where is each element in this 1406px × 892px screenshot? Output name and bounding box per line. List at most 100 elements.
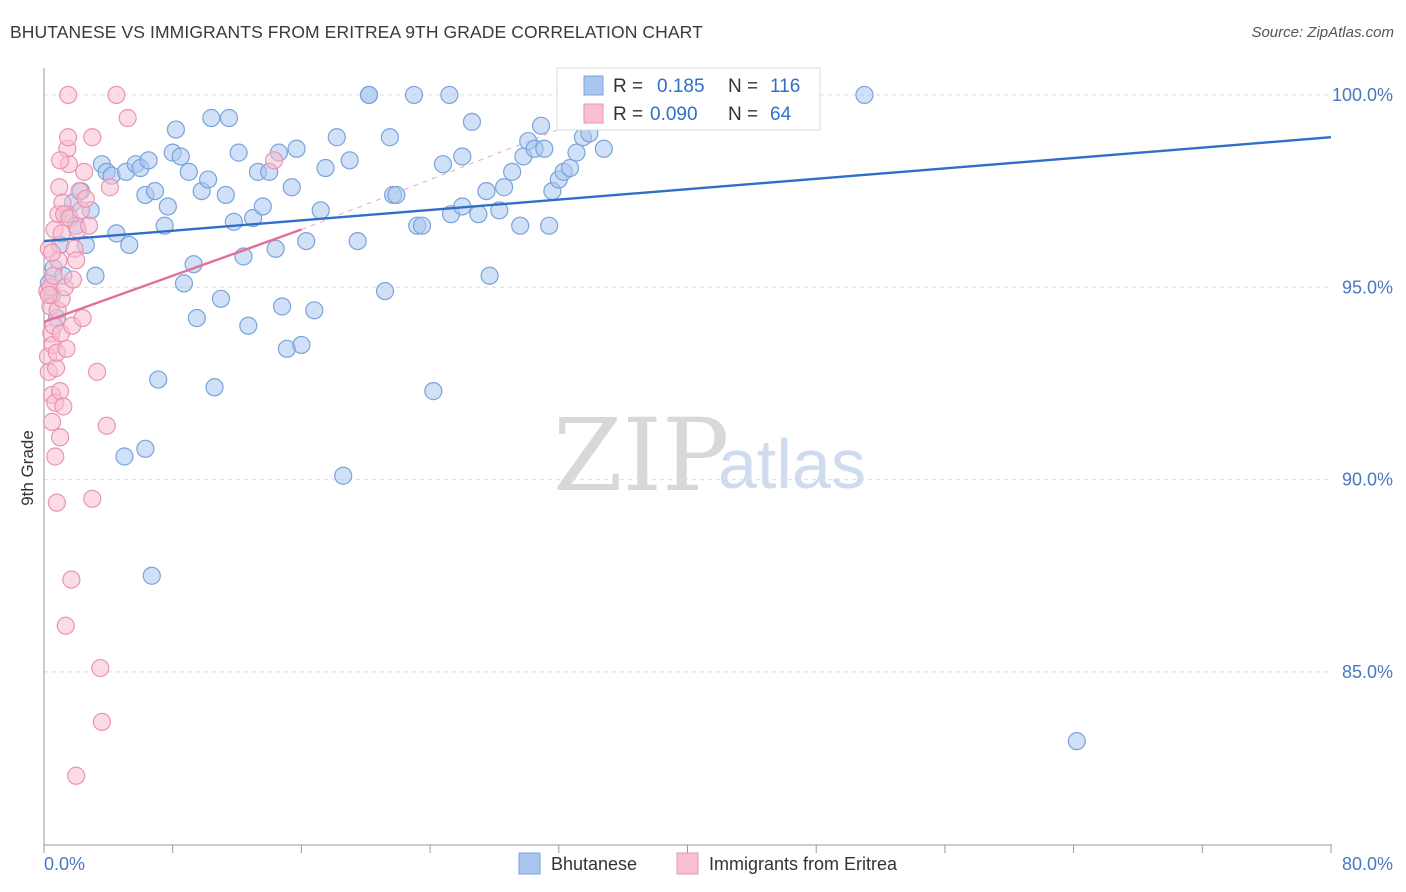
trend-line-eritrea [43,228,302,324]
x-tick-label-max: 80.0% [1342,854,1393,874]
legend-n-value-2: 64 [770,104,792,125]
point-bhutanese [440,85,459,105]
point-eritrea [83,128,102,147]
point-eritrea [59,128,78,147]
point-bhutanese [224,212,243,231]
point-eritrea [118,108,137,128]
point-bhutanese [142,566,161,585]
point-bhutanese [219,108,239,128]
point-bhutanese [179,162,198,181]
point-bhutanese [120,235,139,255]
point-bhutanese [253,197,272,216]
legend-r-value-1: 0.185 [657,76,705,97]
point-bhutanese [139,151,158,170]
point-bhutanese [567,143,586,162]
point-bhutanese [469,205,488,224]
point-eritrea [50,178,69,197]
y-tick-label: 95.0% [1342,277,1393,297]
point-eritrea [97,416,116,435]
point-bhutanese [174,274,194,293]
point-eritrea [50,428,70,447]
chart-title: BHUTANESE VS IMMIGRANTS FROM ERITREA 9TH… [10,22,703,42]
x-tick-labels: 0.0% 80.0% [43,845,1393,874]
point-bhutanese [359,85,379,105]
point-bhutanese [532,116,551,135]
point-bhutanese [287,139,306,158]
watermark-zip: ZIP [553,397,729,514]
bottom-legend-swatch-eritrea [676,852,699,875]
bottom-legend-label-bhutanese: Bhutanese [551,854,637,874]
point-eritrea [75,162,94,181]
point-bhutanese [594,139,613,158]
point-eritrea [56,616,75,635]
top-legend: R = 0.185 N = 116 R = 0.090 N = 64 [556,67,821,131]
bottom-legend-label-eritrea: Immigrants from Eritrea [709,854,898,874]
gridlines [44,94,1331,673]
point-eritrea [59,85,78,105]
point-bhutanese [205,378,224,397]
point-eritrea [107,85,126,105]
point-bhutanese [292,335,311,355]
point-bhutanese [560,158,580,178]
point-eritrea [62,570,81,589]
point-bhutanese [202,108,221,128]
point-bhutanese [855,85,874,105]
point-eritrea [50,382,70,401]
legend-r-label-2: R = [613,104,643,125]
point-eritrea [91,658,110,678]
point-eritrea [79,216,99,235]
point-bhutanese [348,231,367,251]
point-eritrea [83,489,102,508]
y-tick-label: 100.0% [1332,85,1393,105]
point-bhutanese [316,158,335,178]
point-bhutanese [198,170,218,189]
point-bhutanese [334,466,353,485]
y-axis-label: 9th Grade [18,430,37,506]
point-bhutanese [433,155,453,174]
point-eritrea [57,339,76,358]
bottom-legend: Bhutanese Immigrants from Eritrea [518,852,898,875]
legend-r-value-2: 0.090 [650,104,698,125]
point-eritrea [42,412,62,431]
trend-line-bhutanese [43,136,1332,243]
point-bhutanese [327,128,346,147]
point-eritrea [42,243,62,262]
point-bhutanese [424,382,443,401]
point-bhutanese [239,316,258,335]
point-bhutanese [503,162,522,181]
point-bhutanese [149,370,168,389]
point-bhutanese [187,308,206,328]
legend-n-value-1: 116 [770,76,800,97]
point-bhutanese [171,147,190,166]
point-bhutanese [272,297,292,316]
point-bhutanese [166,120,186,139]
legend-n-label-1: N = [728,76,758,97]
point-eritrea [264,151,284,170]
point-bhutanese [282,178,301,197]
point-eritrea [39,285,58,305]
point-bhutanese [387,185,406,205]
legend-r-label-1: R = [613,76,643,97]
point-eritrea [46,358,66,378]
point-eritrea [67,251,86,270]
point-bhutanese [462,112,482,131]
point-bhutanese [216,185,235,205]
point-bhutanese [1067,732,1086,751]
point-eritrea [67,766,86,785]
point-bhutanese [136,439,155,458]
point-bhutanese [305,301,324,320]
x-tick-label-min: 0.0% [44,854,85,874]
point-eritrea [100,178,120,197]
point-bhutanese [453,147,472,166]
point-eritrea [87,362,107,381]
trend-lines [43,136,1332,324]
point-bhutanese [535,139,554,158]
point-bhutanese [412,216,432,235]
point-bhutanese [495,178,514,197]
point-eritrea [76,189,95,208]
point-bhutanese [158,197,177,216]
point-eritrea [63,270,83,289]
point-bhutanese [145,181,165,201]
point-eritrea [54,397,73,416]
source-label: Source: ZipAtlas.com [1251,24,1394,41]
